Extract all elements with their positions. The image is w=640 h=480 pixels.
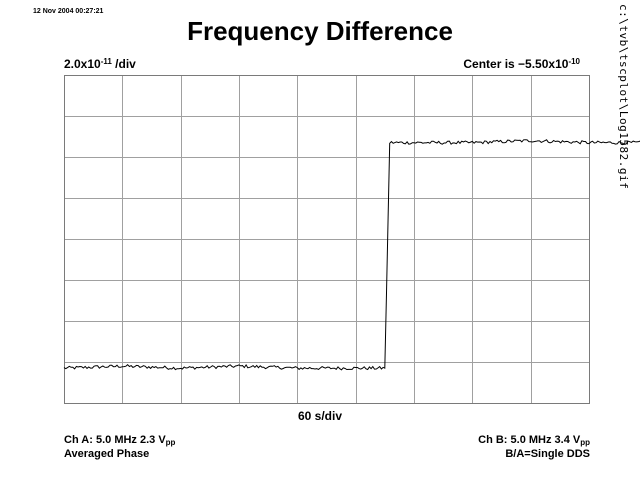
y-scale-unit: /div	[111, 57, 136, 71]
channel-a-sub: pp	[165, 438, 176, 447]
channel-a-info: Ch A: 5.0 MHz 2.3 Vpp Averaged Phase	[64, 433, 175, 461]
y-scale-exponent: -11	[100, 57, 112, 66]
channel-a-line1: Ch A: 5.0 MHz 2.3 Vpp	[64, 433, 175, 447]
center-value-label: Center is −5.50x10-10	[463, 57, 580, 71]
y-scale-mantissa: 2.0x10	[64, 57, 101, 71]
data-trace	[63, 139, 640, 371]
center-exponent: -10	[568, 57, 580, 66]
channel-b-text: Ch B: 5.0 MHz 3.4 V	[478, 434, 581, 446]
timestamp: 12 Nov 2004 00:27:21	[33, 8, 104, 15]
plot-frame	[64, 75, 590, 404]
channel-b-sub: pp	[580, 438, 590, 447]
channel-a-line2: Averaged Phase	[64, 448, 150, 460]
channel-b-line2: B/A=Single DDS	[505, 448, 590, 460]
y-scale-label: 2.0x10-11 /div	[64, 57, 136, 71]
chart-title: Frequency Difference	[187, 16, 453, 46]
center-prefix: Center is −5.50x10	[463, 57, 569, 71]
grid	[64, 75, 590, 404]
x-axis-label: 60 s/div	[297, 409, 343, 423]
channel-a-text: Ch A: 5.0 MHz 2.3 V	[64, 434, 166, 446]
channel-b-line1: Ch B: 5.0 MHz 3.4 Vpp	[478, 433, 590, 447]
channel-b-info: Ch B: 5.0 MHz 3.4 Vpp B/A=Single DDS	[478, 433, 590, 461]
